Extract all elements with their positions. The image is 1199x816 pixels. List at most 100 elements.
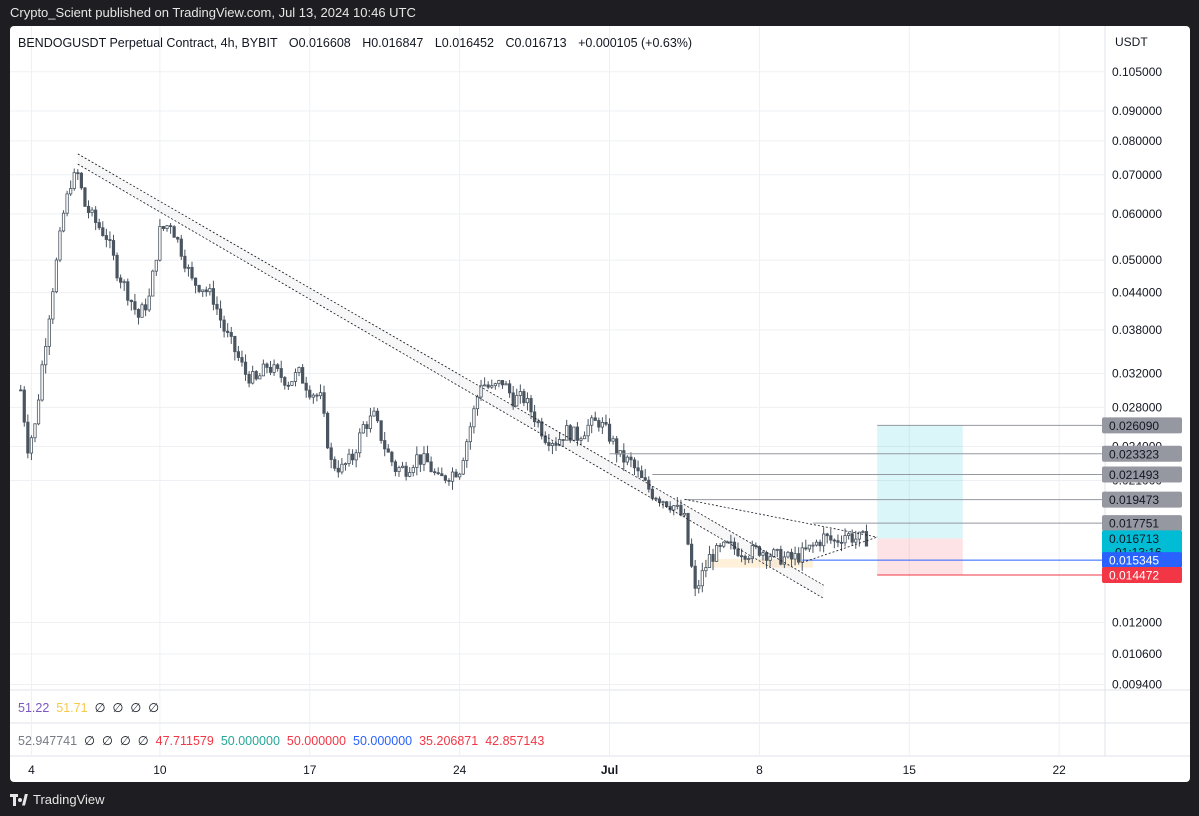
candle [779,545,783,566]
candle-body [193,277,198,286]
candle-body [86,205,91,213]
candle [154,259,158,276]
candle [297,366,301,377]
candle-body [411,467,415,473]
candle [261,359,265,377]
candle-body [829,535,833,541]
candle [51,288,55,324]
candle [186,264,191,277]
triangle-lower-line[interactable] [802,536,878,563]
indicator-value: 51.71 [56,701,87,715]
candle-body [597,420,601,428]
candle [550,441,555,455]
level-label-bg [1102,552,1182,569]
legend-close: C0.016713 [505,36,566,50]
triangle-upper-line[interactable] [684,498,878,538]
candle-body [301,367,305,384]
candle-body [304,382,308,391]
candle [36,394,41,426]
candle [511,386,515,410]
candle-body [54,259,58,293]
candle-body [793,553,797,560]
candle-body [197,284,201,292]
candle-body [158,226,162,261]
candle-body [825,533,829,537]
candle [572,426,576,441]
candle [65,190,69,217]
candle [397,465,401,477]
price-tick-label: 0.010600 [1112,647,1162,661]
candle-body [33,423,37,439]
indicator-panes[interactable]: 51.22 51.71 ∅ ∅ ∅ ∅ 52.947741 ∅ ∅ ∅ ∅ 47.711579 50.0… [18,701,544,748]
candle [390,450,394,467]
candle-body [615,438,619,455]
candle-body [58,230,62,261]
candle [76,169,80,181]
candle [586,419,590,443]
candle [629,452,633,468]
candle [211,280,216,311]
candle-body [611,438,615,442]
candle-body [276,364,280,369]
level-label-bg [1102,417,1182,434]
price-axis[interactable]: 0.105000 0.090000 0.080000 0.070000 0.060000… [1102,65,1182,692]
candle-body [247,373,251,384]
candle [415,446,419,476]
candle [632,457,637,476]
candle [26,414,30,459]
candle-body [797,553,801,563]
drawings[interactable] [77,153,1105,599]
candle-body [418,454,422,465]
candle [365,421,369,437]
last-price-label: 0.016713 [1109,532,1159,546]
candle-body [757,546,762,556]
candle [575,422,580,446]
chart-panel[interactable]: 0.105000 0.090000 0.080000 0.070000 0.060000… [10,26,1190,782]
candle-body [283,377,287,386]
candle [136,308,141,325]
candle-body [265,363,269,368]
candle-body [739,555,744,558]
level-label: 0.023323 [1109,447,1159,461]
candle-body [847,533,851,536]
candle-body [536,421,540,424]
candle [475,394,480,416]
candle [857,531,861,547]
candle [532,404,537,427]
candle-body [261,363,265,377]
candle [58,227,62,263]
candle [22,386,26,427]
candle-body [47,318,51,347]
candle [479,379,483,401]
candle [40,360,44,402]
trendline-upper[interactable] [77,153,824,586]
candle-body [140,304,144,318]
time-tick-label: 4 [28,763,35,777]
price-tick-label: 0.050000 [1112,253,1162,267]
candle-body [383,440,387,450]
candle [590,415,594,434]
candle-body [40,364,44,401]
currency-label[interactable]: USDT [1115,35,1148,49]
candle [711,548,715,571]
time-axis[interactable]: 4 10 17 24 Jul 8 15 22 [28,763,1066,777]
candle [490,379,494,389]
price-chart[interactable]: 0.105000 0.090000 0.080000 0.070000 0.060000… [10,26,1190,782]
candle-body [297,367,301,373]
candle [90,207,94,217]
level-label: 0.019473 [1109,493,1159,507]
candle-body [104,235,108,240]
indicator-row-2[interactable]: 52.947741 ∅ ∅ ∅ ∅ 47.711579 50.000000 50.000000… [18,734,544,748]
candle-body [379,420,383,441]
candle [86,200,91,219]
candle-body [101,227,105,236]
indicator-value: ∅ [130,701,141,715]
indicator-row-1[interactable]: 51.22 51.71 ∅ ∅ ∅ ∅ [18,701,159,715]
indicator-value: 42.857143 [485,734,544,748]
candle-body [229,332,233,337]
candle-body [425,453,430,463]
candle-body [640,470,644,479]
candle-body [579,438,583,441]
candle-body [675,504,679,507]
trendline-lower[interactable] [77,163,824,599]
